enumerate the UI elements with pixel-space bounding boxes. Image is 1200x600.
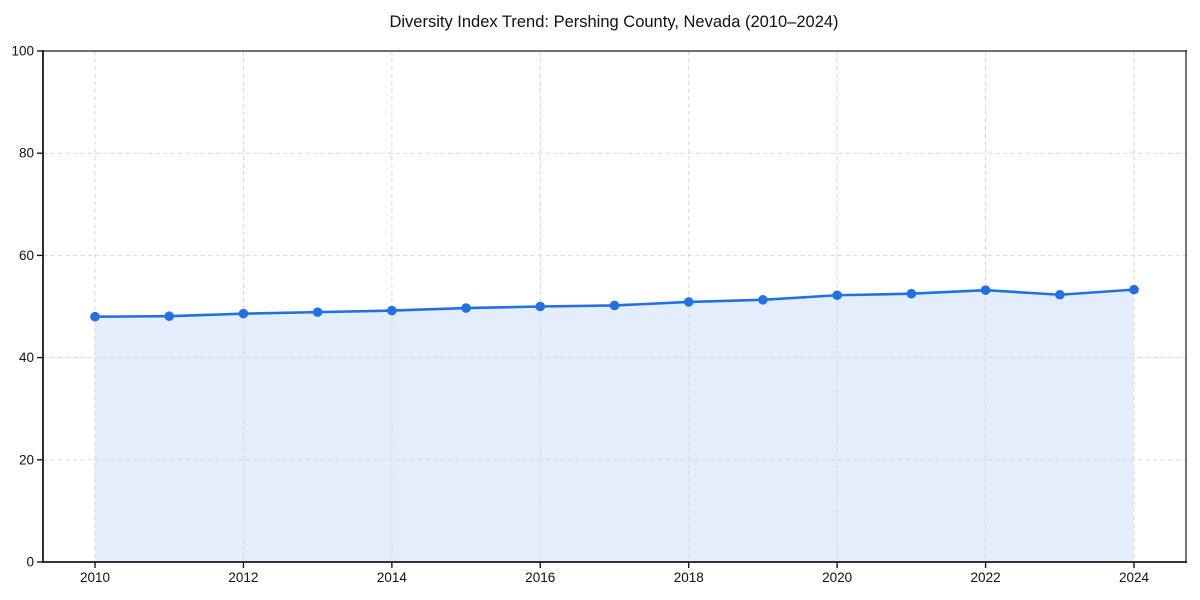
data-point — [609, 300, 620, 311]
line-layer — [90, 284, 1139, 322]
y-tick-label: 100 — [11, 44, 34, 59]
data-point — [906, 288, 917, 299]
data-point — [535, 301, 546, 312]
area-layer — [95, 289, 1134, 562]
x-tick-label: 2024 — [1119, 570, 1150, 585]
data-point — [980, 285, 991, 295]
x-tick-label: 2016 — [525, 570, 555, 585]
y-tick-label: 20 — [19, 452, 34, 467]
chart-title: Diversity Index Trend: Pershing County, … — [389, 13, 838, 31]
data-point — [461, 303, 471, 313]
data-point — [238, 308, 249, 319]
x-tick-label: 2012 — [228, 570, 258, 585]
data-point — [758, 295, 768, 305]
x-tick-label: 2020 — [822, 570, 852, 585]
labels-layer: 0 20 40 60 80 100 2010 2012 2014 2016 2018 2020 2022… — [11, 44, 1149, 586]
y-tick-label: 0 — [26, 555, 34, 570]
x-tick-label: 2018 — [674, 570, 704, 585]
data-point — [832, 290, 842, 301]
x-tick-label: 2022 — [971, 570, 1001, 585]
data-point — [1129, 284, 1139, 295]
data-point — [387, 305, 397, 316]
x-tick-label: 2014 — [377, 570, 408, 585]
axes-layer — [37, 50, 1187, 568]
data-point — [1054, 289, 1065, 300]
y-tick-label: 60 — [19, 248, 34, 263]
data-point — [683, 297, 694, 307]
x-tick-label: 2010 — [80, 570, 110, 585]
data-point — [312, 307, 323, 317]
area-fill — [95, 289, 1134, 562]
y-tick-label: 80 — [19, 146, 34, 161]
data-point — [164, 311, 175, 322]
y-tick-label: 40 — [19, 350, 34, 365]
data-point — [90, 311, 100, 322]
